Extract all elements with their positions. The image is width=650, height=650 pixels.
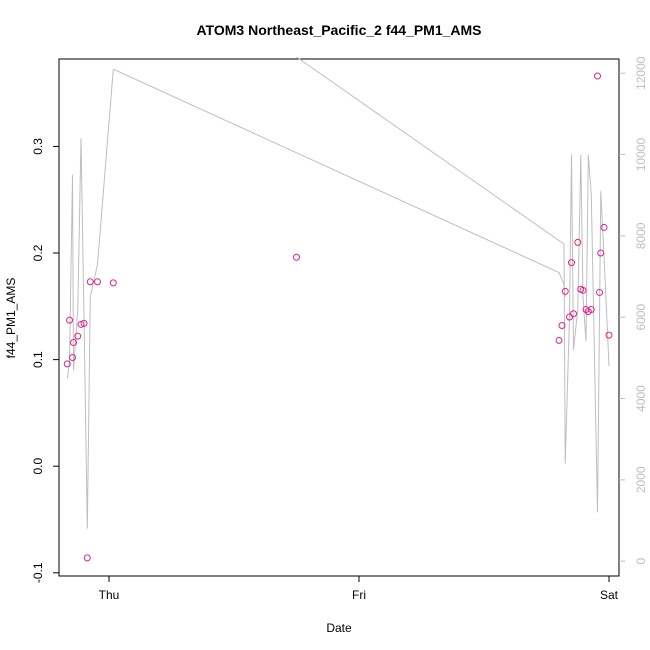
chart-title: ATOM3 Northeast_Pacific_2 f44_PM1_AMS [196,22,481,38]
data-point [70,339,77,347]
y2-tick-label: 2000 [634,466,648,493]
x-tick-label: Thu [99,588,120,602]
line-segment [66,69,114,529]
x-axis-label: Date [326,621,352,635]
x-tick-label: Sat [600,588,619,602]
y2-tick-label: 12000 [634,56,648,90]
y2-tick-label: 10000 [634,138,648,172]
data-point [69,353,76,361]
y-tick-label: 0.0 [31,458,45,475]
data-point [86,278,94,286]
y-axis-left: -0.1 0.0 0.1 0.2 0.3 [31,138,59,583]
y-tick-label: 0.2 [31,244,45,261]
line-segment [296,56,610,513]
y-tick-label: 0.1 [31,351,45,368]
y2-tick-label: 6000 [634,304,648,331]
data-point [555,336,563,344]
data-point [80,319,88,327]
y-axis-label: f44_PM1_AMS [4,278,18,359]
data-point [596,288,603,296]
plot-frame [58,58,620,577]
y2-tick-label: 8000 [634,222,648,249]
y-tick-label: 0.3 [31,138,45,155]
data-point [594,72,601,80]
point-series [63,72,613,562]
data-point [293,253,300,261]
y2-tick-label: 4000 [634,385,648,412]
x-tick-label: Fri [352,588,366,602]
data-point [74,332,82,340]
data-point [605,331,613,339]
data-point [600,223,608,231]
line-series [66,56,610,529]
data-point [561,287,569,295]
data-point [63,360,71,368]
data-point [109,279,117,287]
data-point [558,321,566,329]
y-axis-right: 0 2000 4000 6000 8000 10000 12000 [619,56,648,565]
data-point [83,554,91,562]
y-tick-label: -0.1 [31,562,45,583]
data-point [574,238,582,246]
data-point [94,278,101,286]
y2-tick-label: 0 [634,558,648,565]
data-point [66,316,73,324]
data-point [570,310,577,318]
data-point [579,286,587,294]
data-point [568,259,575,267]
data-point [77,320,85,328]
data-point [597,249,605,257]
data-point [587,306,595,314]
data-point [582,306,590,314]
x-axis: Thu Fri Sat [99,576,619,602]
line-segment [113,68,566,297]
